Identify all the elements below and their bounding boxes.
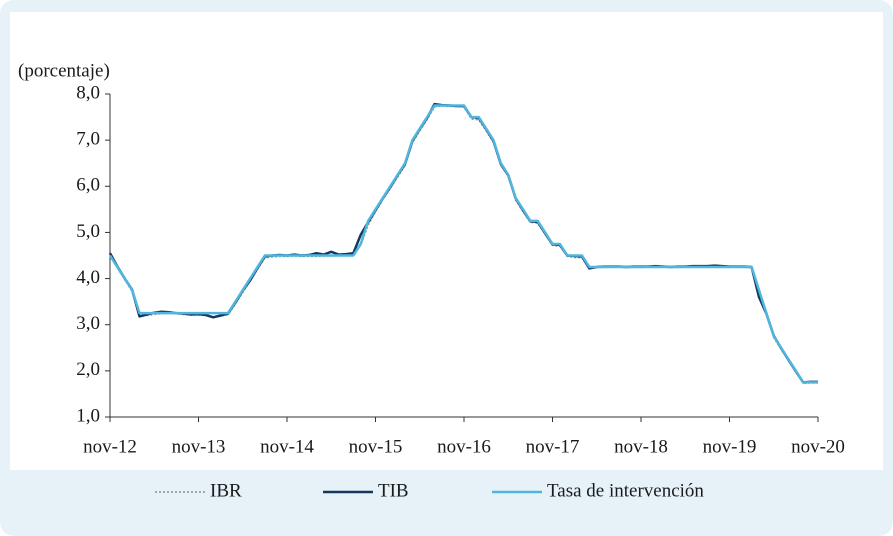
legend-label: Tasa de intervención	[547, 480, 704, 501]
y-tick-label: 5,0	[76, 221, 100, 242]
x-tick-label: nov-20	[791, 436, 845, 457]
x-tick-label: nov-12	[83, 436, 137, 457]
y-tick-label: 3,0	[76, 313, 100, 334]
y-tick-label: 2,0	[76, 359, 100, 380]
legend-label: TIB	[378, 480, 409, 501]
plot-panel	[10, 12, 883, 470]
x-tick-label: nov-15	[349, 436, 403, 457]
x-tick-label: nov-17	[526, 436, 580, 457]
line-2	[108, 104, 818, 384]
y-tick-label: 4,0	[76, 267, 100, 288]
x-tick-label: nov-18	[614, 436, 668, 457]
y-axis-label: (porcentaje)	[18, 60, 110, 81]
y-tick-label: 1,0	[76, 405, 100, 426]
legend-label: IBR	[210, 480, 242, 501]
y-tick-label: 7,0	[76, 129, 100, 150]
x-tick-label: nov-14	[260, 436, 314, 457]
y-tick-label: 6,0	[76, 175, 100, 196]
x-tick-label: nov-16	[437, 436, 491, 457]
y-tick-label: 8,0	[76, 82, 100, 103]
x-tick-label: nov-13	[172, 436, 226, 457]
x-tick-label: nov-19	[703, 436, 757, 457]
